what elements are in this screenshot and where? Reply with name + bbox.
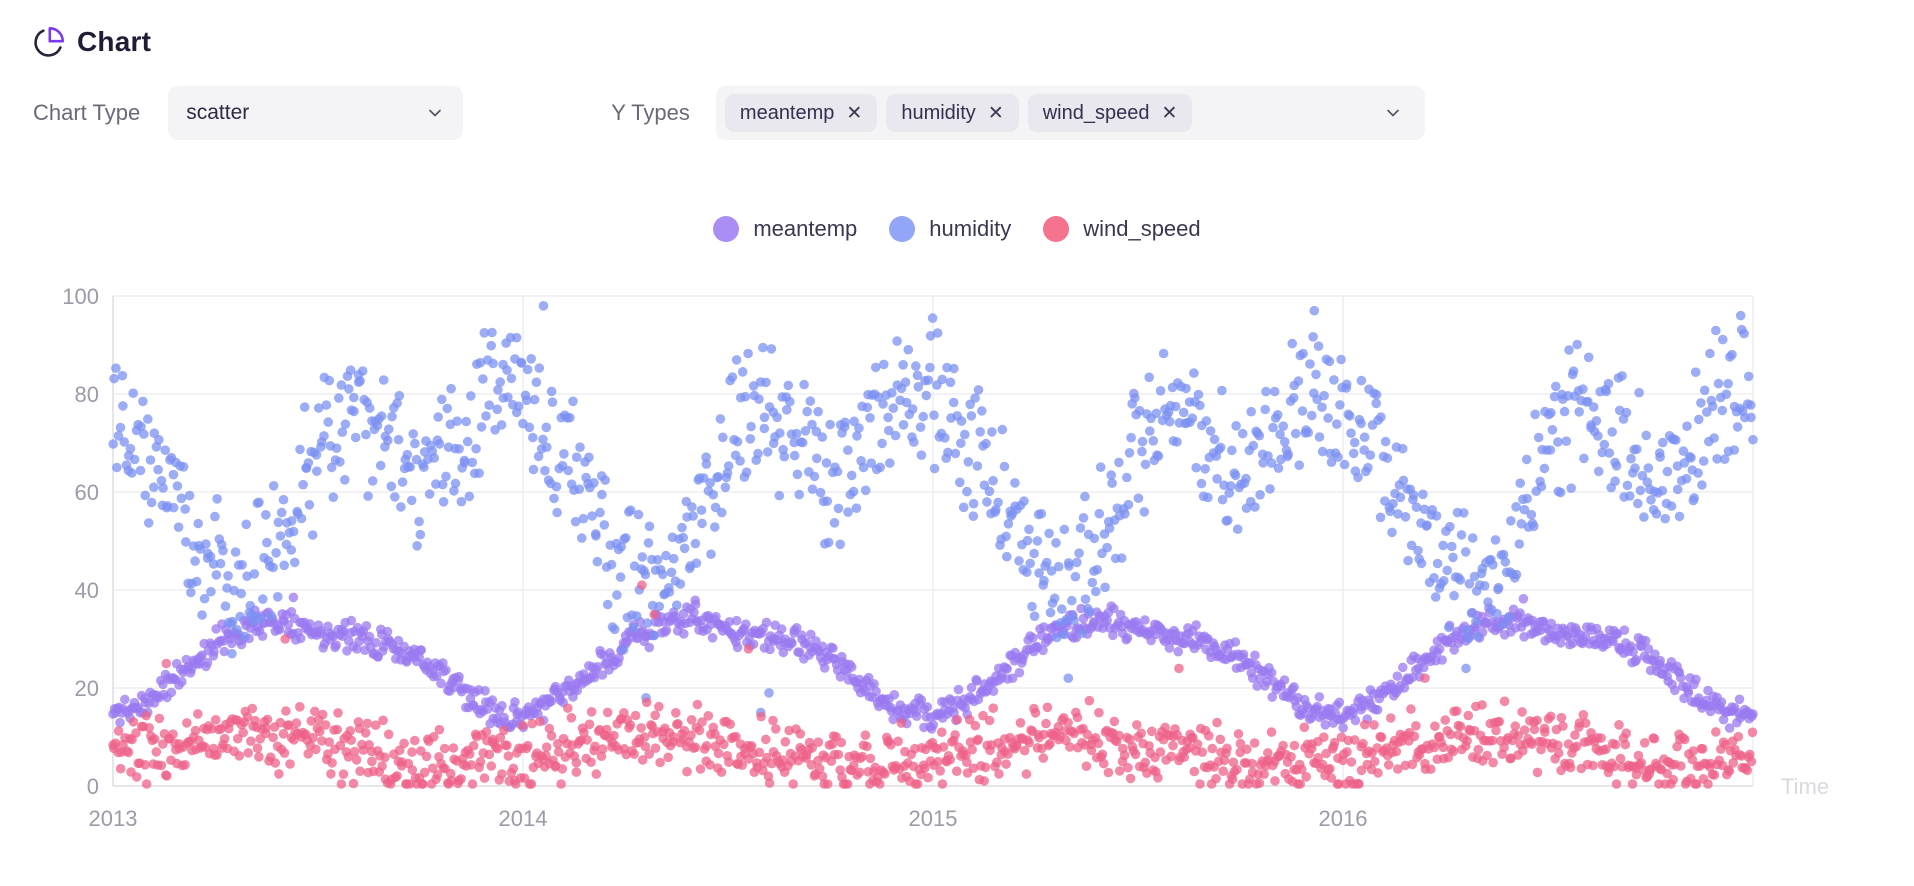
y-type-tag-wind-speed[interactable]: wind_speed ✕ xyxy=(1027,94,1193,132)
y-type-tag-label: wind_speed xyxy=(1042,101,1150,124)
legend-marker xyxy=(713,216,740,242)
pie-chart-icon xyxy=(34,26,64,57)
legend-item-wind-speed[interactable]: wind_speed xyxy=(1043,216,1201,242)
y-types-label: Y Types xyxy=(611,100,690,125)
svg-text:2014: 2014 xyxy=(499,806,548,831)
y-type-tag-label: humidity xyxy=(901,101,976,124)
chart-legend: meantemp humidity wind_speed xyxy=(0,216,1914,242)
page-title: Chart xyxy=(77,26,152,57)
y-type-tag-meantemp[interactable]: meantemp ✕ xyxy=(724,94,878,132)
svg-text:100: 100 xyxy=(62,284,99,309)
legend-item-humidity[interactable]: humidity xyxy=(889,216,1011,242)
svg-text:0: 0 xyxy=(87,774,99,799)
chart-controls: Chart Type scatter Y Types meantemp ✕ hu… xyxy=(33,86,1873,140)
y-type-tag-humidity[interactable]: humidity ✕ xyxy=(886,94,1019,132)
page-header: Chart xyxy=(33,26,151,58)
svg-text:20: 20 xyxy=(75,676,99,701)
chart-type-select[interactable]: scatter xyxy=(168,86,464,140)
chevron-down-icon xyxy=(429,109,442,117)
remove-icon[interactable]: ✕ xyxy=(1161,102,1178,124)
legend-marker xyxy=(1043,216,1070,242)
svg-text:60: 60 xyxy=(75,480,99,505)
svg-text:2015: 2015 xyxy=(909,806,958,831)
x-axis-title: Time xyxy=(1781,774,1829,799)
legend-label: meantemp xyxy=(753,216,858,241)
legend-marker xyxy=(889,216,916,242)
series-humidity xyxy=(108,301,1758,718)
scatter-chart: 0 20 40 60 80 100 2013 2014 2015 2016 Time xyxy=(62,284,1829,831)
y-types-select[interactable]: meantemp ✕ humidity ✕ wind_speed ✕ xyxy=(715,86,1425,140)
svg-text:40: 40 xyxy=(75,578,99,603)
svg-text:2013: 2013 xyxy=(89,806,138,831)
series-wind_speed xyxy=(108,580,1758,789)
chevron-down-icon xyxy=(1387,109,1399,117)
chart-type-value: scatter xyxy=(186,101,250,124)
legend-label: humidity xyxy=(929,216,1012,241)
svg-text:2016: 2016 xyxy=(1319,806,1368,831)
remove-icon[interactable]: ✕ xyxy=(846,102,863,124)
legend-item-meantemp[interactable]: meantemp xyxy=(713,216,857,242)
legend-label: wind_speed xyxy=(1083,216,1201,241)
chart-type-label: Chart Type xyxy=(33,100,141,125)
remove-icon[interactable]: ✕ xyxy=(987,102,1004,124)
y-type-tag-label: meantemp xyxy=(739,101,835,124)
svg-text:80: 80 xyxy=(75,382,99,407)
